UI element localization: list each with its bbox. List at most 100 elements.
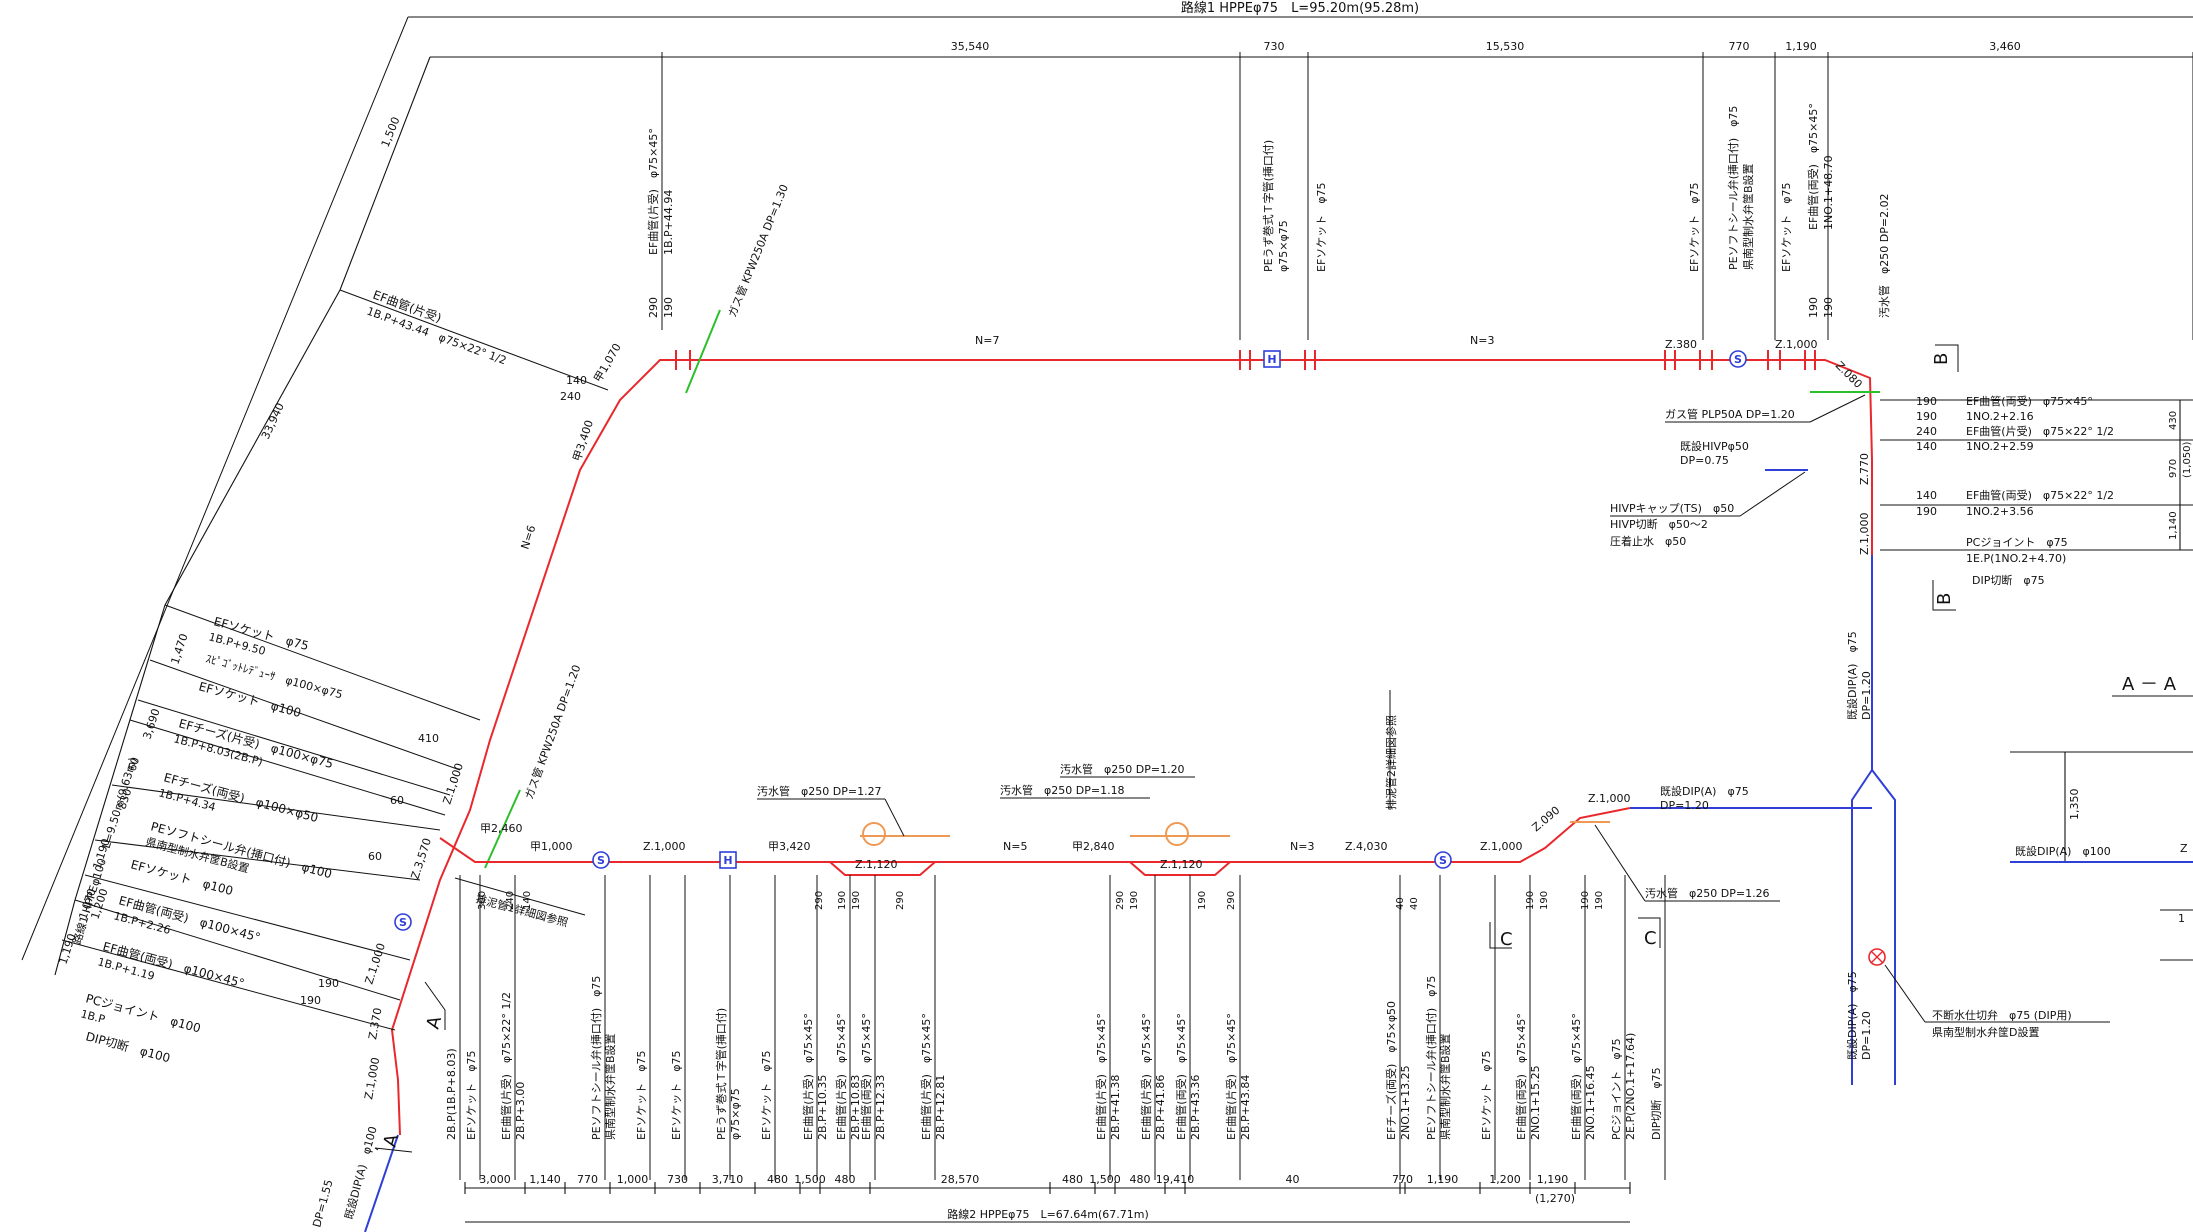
- route1-n7: N=7: [975, 334, 999, 347]
- diag-dim-1500: [339, 56, 431, 291]
- span-label: 770: [1729, 40, 1750, 53]
- kou2840: 甲2,840: [1072, 840, 1115, 853]
- span-label: 1,500: [794, 1173, 826, 1186]
- exist-dip-dp: DP=1.20: [1860, 671, 1873, 720]
- route2-pipe: [439, 807, 1631, 863]
- small-dim: 190: [837, 891, 848, 910]
- z1000: Z.1,000: [1775, 338, 1818, 351]
- v430: 430: [2168, 411, 2179, 430]
- section-b-bottom: B: [1934, 593, 1955, 605]
- span-label: 1,000: [617, 1173, 649, 1186]
- sewer2b: 汚水管 φ250 DP=1.18: [1000, 783, 1125, 797]
- label-ef-socket-2: EFソケット φ75: [1688, 182, 1701, 272]
- kou1070: 甲1,070: [591, 341, 624, 384]
- span-label: 770: [577, 1173, 598, 1186]
- fitting-sublabel: φ75×φ75: [729, 1088, 742, 1140]
- fitting-sublabel: 2B.P+10.35: [816, 1075, 829, 1140]
- exist-dip: 既設DIP(A) φ75: [1845, 631, 1859, 720]
- exist-dip-end: 既設DIP(A) φ75: [1660, 784, 1749, 798]
- rb-row3a: 190: [1916, 505, 1937, 518]
- existing-hivp: 既設HIVPφ50: [1680, 439, 1749, 453]
- span-label: 480: [767, 1173, 788, 1186]
- fitting-sublabel: 2NO.1+13.25: [1399, 1065, 1412, 1140]
- small-dim: 290: [895, 891, 906, 910]
- fitting-sublabel: 2B.P+3.00: [514, 1082, 527, 1140]
- fitting-sublabel: 2B.P+12.33: [874, 1075, 887, 1140]
- label-text: PEソフトシール弁(挿口付) φ75: [1726, 106, 1740, 270]
- leader: [1594, 824, 1646, 902]
- ldim: 1,190: [56, 932, 78, 966]
- hivp-cap: HIVPキャップ(TS) φ50: [1610, 502, 1734, 515]
- hivp-cut: HIVP切断 φ50～2: [1610, 517, 1708, 531]
- small-dim: 40: [1395, 897, 1406, 910]
- leader: [1739, 471, 1806, 517]
- fitting-label: PEソフトシール弁(挿口付) φ75: [589, 976, 603, 1140]
- z770: Z.770: [1858, 453, 1871, 485]
- rb-row: 190: [1916, 410, 1937, 423]
- fitting-label: EF曲管(片受) φ75×45°: [1094, 1013, 1108, 1140]
- existing-hivp-dp: DP=0.75: [1680, 454, 1729, 467]
- fitting-sublabel: 2NO.1+15.25: [1529, 1065, 1542, 1140]
- hydrant-h-label: H: [1267, 353, 1276, 366]
- fitting-label: PCジョイント φ75: [1610, 1038, 1623, 1140]
- fitting-label: EFソケット φ75: [465, 1050, 478, 1140]
- span-label: 35,540: [951, 40, 990, 53]
- span-label: 1,190: [1785, 40, 1817, 53]
- leader-ef22: [339, 289, 609, 391]
- gas-line-top: [685, 309, 721, 394]
- rb-row: EF曲管(片受) φ75×22° 1/2: [1966, 424, 2114, 438]
- z3570: Z.3,570: [408, 836, 434, 880]
- span-label: 19,410: [1156, 1173, 1195, 1186]
- v1140: 1,140: [2168, 511, 2179, 540]
- fitting-sublabel: 2B.P+43.36: [1189, 1075, 1202, 1140]
- label-ef-socket-3: EFソケット φ75: [1780, 182, 1793, 272]
- rb-row: 140: [1916, 440, 1937, 453]
- label-pe-tee: PEうず巻式Ｔ字管(挿口付) φ75×φ75: [1261, 140, 1290, 272]
- z1120a: Z.1,120: [855, 858, 898, 871]
- fitting-label: EFソケット φ75: [760, 1050, 773, 1140]
- span-label: 40: [1286, 1173, 1300, 1186]
- section-b-top: B: [1931, 353, 1952, 365]
- span-label: 1,140: [529, 1173, 561, 1186]
- span-label: 480: [835, 1173, 856, 1186]
- fitting-label: EF曲管(両受) φ75×45°: [1174, 1013, 1188, 1140]
- gas-left-label: ガス管 KPW250A DP=1.20: [522, 663, 584, 801]
- fitting-sublabel: 県南型制水弁筐B設置: [1438, 1033, 1452, 1140]
- valve-s-badge-r2a: [592, 851, 610, 869]
- label-pe-valve: PEソフトシール弁(挿口付) φ75 県南型制水弁筐B設置: [1726, 106, 1755, 270]
- z1000e: Z.1,000: [643, 840, 686, 853]
- z4030: Z.4,030: [1345, 840, 1388, 853]
- d1350: 1,350: [2068, 789, 2081, 821]
- ln-190a: 190: [318, 977, 339, 990]
- rb-pc-joint-pos: 1E.P(1NO.2+4.70): [1966, 552, 2066, 565]
- existing-dip100-bottom: [364, 1134, 399, 1232]
- fitting-sublabel: 2NO.1+16.45: [1584, 1065, 1597, 1140]
- valve-s-label: S: [597, 854, 605, 867]
- span-label: 730: [1264, 40, 1285, 53]
- rb-row2b: EF曲管(両受) φ75×22° 1/2: [1966, 488, 2114, 502]
- gas-line-left: [484, 789, 521, 869]
- kou3420: 甲3,420: [768, 840, 811, 853]
- section-b-marker-top: [1935, 344, 1959, 372]
- r2-bend2: [1129, 861, 1231, 876]
- label-ef-bend-both: EF曲管(両受) φ75×45° 1NO.1+48.70 190 190: [1806, 103, 1835, 318]
- label-text: 190: [1822, 297, 1835, 318]
- d140: 140: [566, 374, 587, 387]
- ln-60a: 60: [390, 794, 404, 807]
- gas-top-label: ガス管 KPW250A DP=1.30: [725, 182, 791, 319]
- fitting-label: EF曲管(両受) φ75×45°: [859, 1013, 873, 1140]
- route1-n3: N=3: [1470, 334, 1494, 347]
- leader: [884, 798, 905, 837]
- span-label: 1,500: [1089, 1173, 1121, 1186]
- rb-row: 190: [1916, 395, 1937, 408]
- fitting-sublabel: 2E.P(2NO.1+17.64): [1624, 1033, 1637, 1140]
- span-label: 1,190: [1537, 1173, 1569, 1186]
- span-label: 28,570: [941, 1173, 980, 1186]
- label-text: 1B.P+44.94: [662, 190, 675, 255]
- label-text: 190: [1807, 297, 1820, 318]
- small-dim: 240: [505, 891, 516, 910]
- exist-dip-end-dp: DP=1.20: [1660, 799, 1709, 812]
- section-c-2: C: [1644, 928, 1657, 949]
- route2-spans: 3,000 1,140 770 1,000 730 3,710 480 1,500 480 28,…: [464, 1173, 1631, 1194]
